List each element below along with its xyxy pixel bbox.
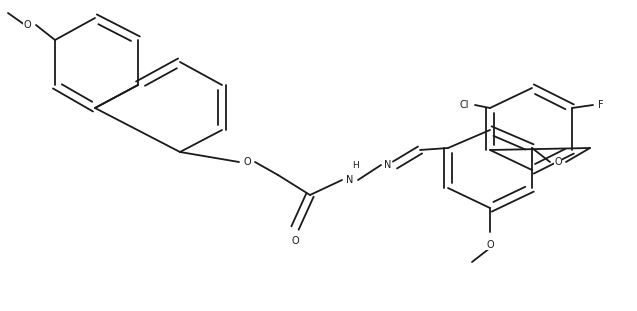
Text: N: N xyxy=(384,160,392,170)
Text: O: O xyxy=(486,240,494,250)
Text: O: O xyxy=(24,20,31,30)
Text: O: O xyxy=(291,236,299,246)
Text: H: H xyxy=(352,161,359,170)
Text: O: O xyxy=(243,157,251,167)
Text: O: O xyxy=(554,157,562,167)
Text: F: F xyxy=(598,100,604,110)
Text: Cl: Cl xyxy=(459,100,469,110)
Text: N: N xyxy=(347,175,354,185)
